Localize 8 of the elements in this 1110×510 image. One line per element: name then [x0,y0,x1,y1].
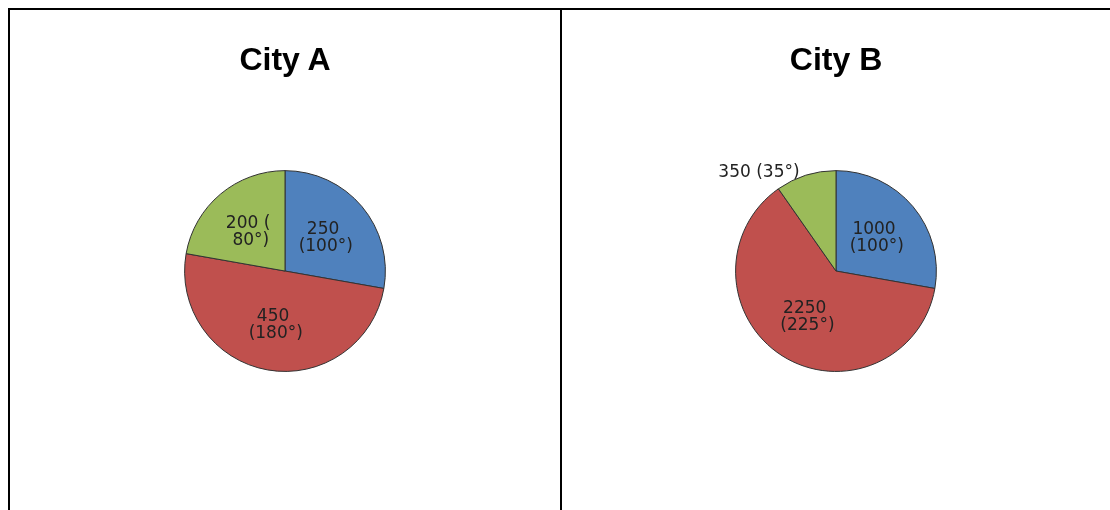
data-label: 1000 (100°) [849,218,904,256]
data-label: 200 ( 80°) [225,211,276,249]
data-label: 450 (180°) [248,304,303,342]
data-label: 2250 (225°) [780,297,835,335]
data-label: 350 (35°) [718,161,800,182]
data-label: 250 (100°) [298,218,353,256]
chart-title: City B [789,41,883,77]
chart-title: City A [239,41,331,77]
